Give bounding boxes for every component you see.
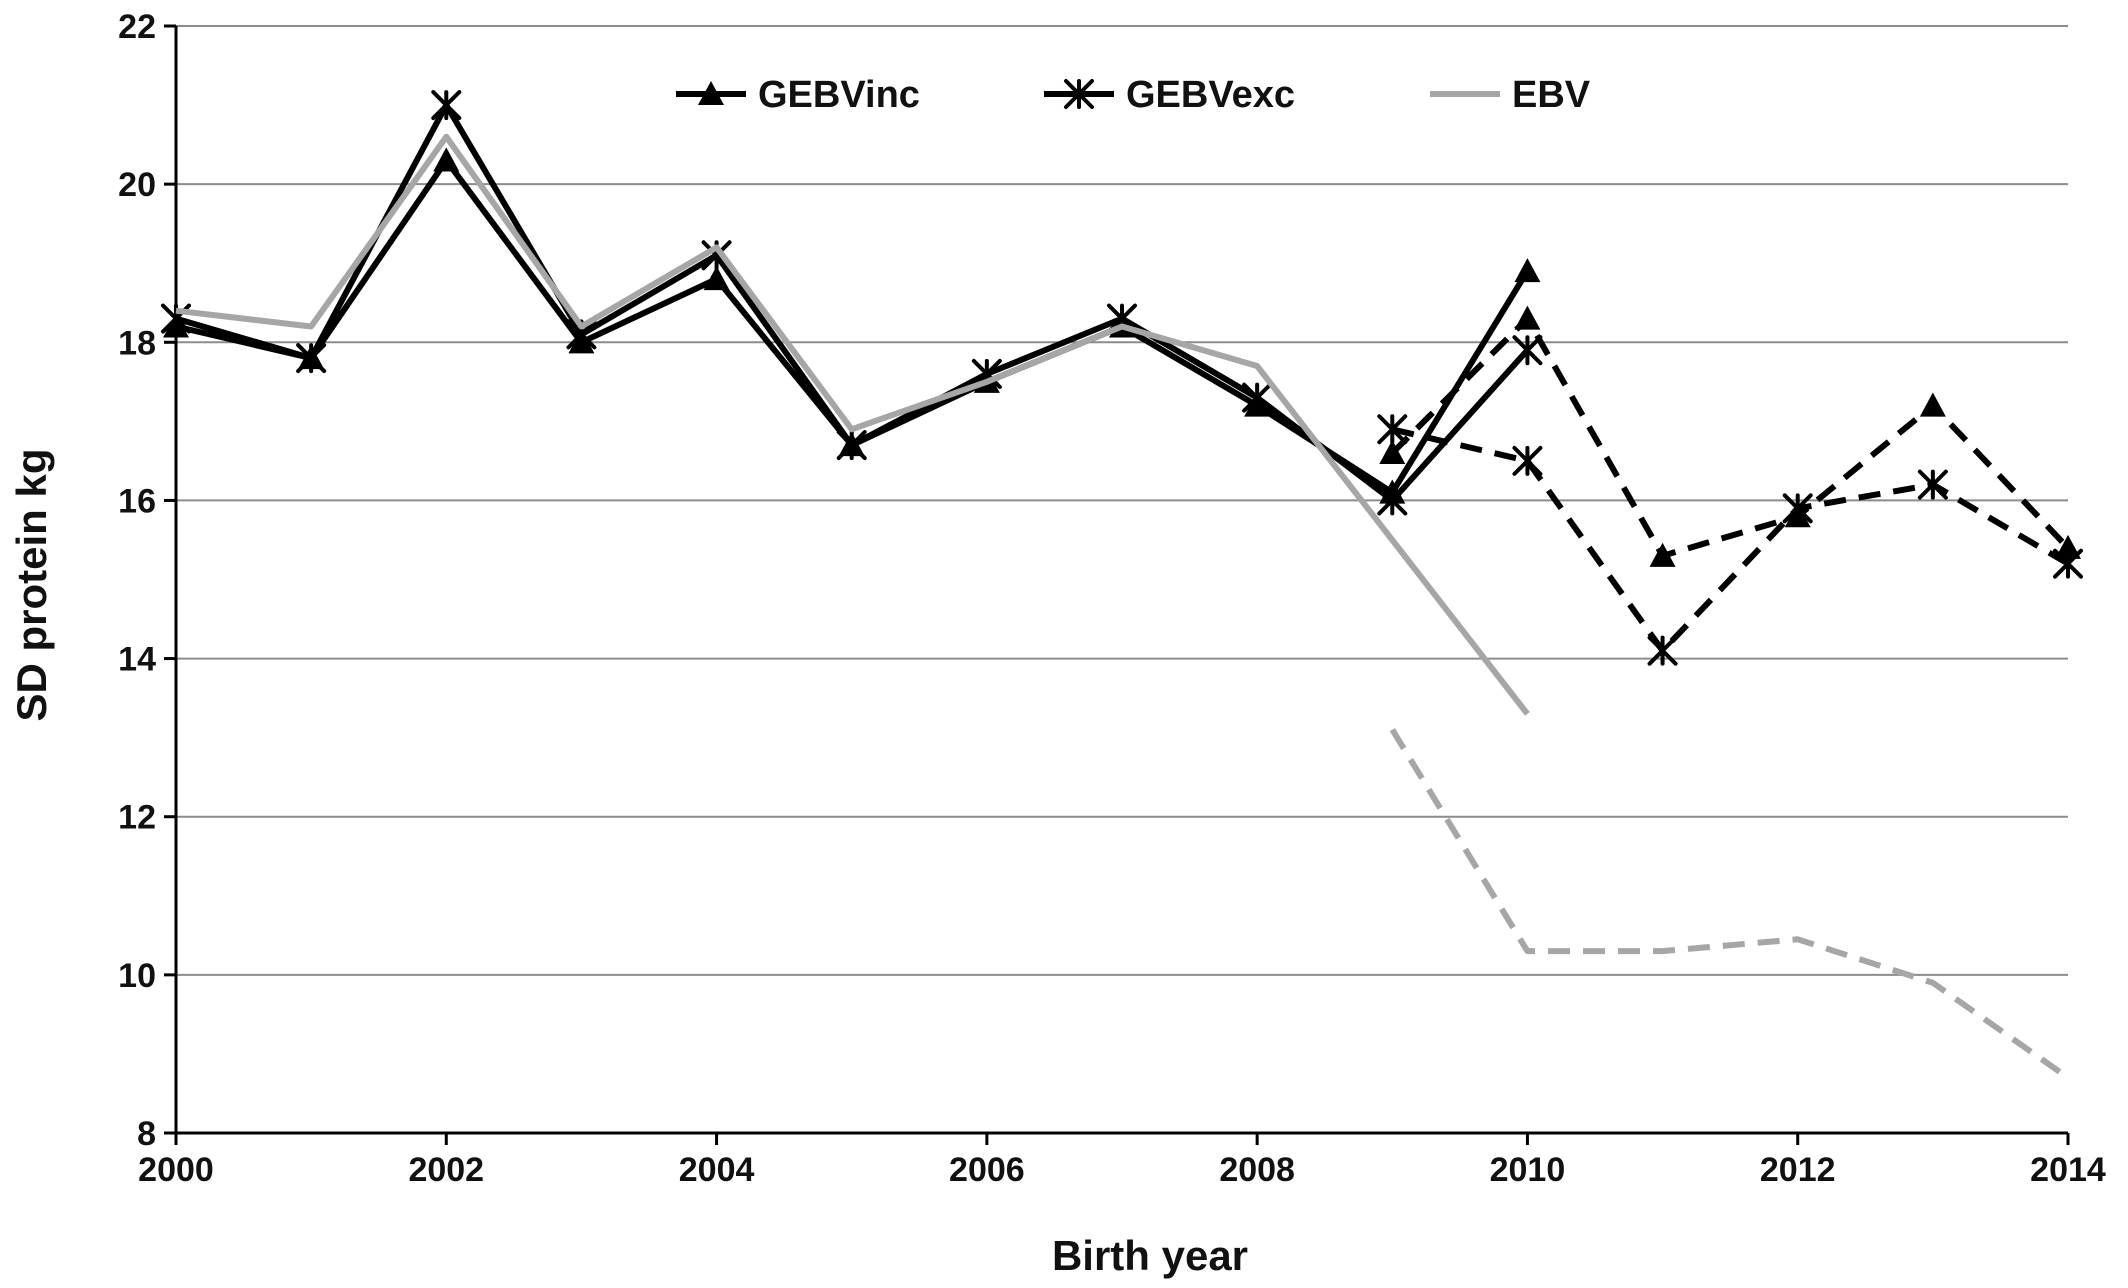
star-marker (296, 343, 327, 374)
star-marker (1647, 635, 1678, 666)
x-tick-label: 2014 (2030, 1151, 2106, 1189)
series-gebvexc-dashed (1377, 414, 2083, 666)
legend-item-gebvinc: GEBVinc (676, 74, 920, 116)
star-marker (1917, 469, 1948, 500)
triangle-marker (2055, 534, 2081, 559)
x-tick-label: 2004 (679, 1151, 755, 1189)
star-marker (1242, 382, 1273, 413)
star-marker (1512, 335, 1543, 366)
legend-label: GEBVinc (758, 74, 920, 116)
y-tick-label: 16 (118, 482, 156, 520)
y-tick-label: 8 (137, 1115, 156, 1153)
star-marker (1377, 485, 1408, 516)
star-marker (1782, 493, 1813, 524)
x-axis-title: Birth year (1052, 1232, 1248, 1279)
x-tick-label: 2000 (138, 1151, 214, 1189)
series-ebv-solid (175, 133, 1530, 716)
series-line (1391, 426, 2070, 654)
legend: GEBVinc GEBVexc EBV (676, 74, 1591, 116)
gridlines (176, 25, 2068, 976)
star-marker (2053, 548, 2083, 579)
triangle-marker (433, 147, 460, 172)
axes (164, 24, 2070, 1145)
x-tick-label: 2010 (1490, 1151, 1566, 1189)
tick-labels: 8 10 12 14 16 18 20 22 2000 2002 2004 2006 2008 2010 2… (118, 8, 2106, 1189)
y-tick-label: 14 (118, 641, 156, 679)
star-marker (1064, 79, 1094, 109)
series-layer (161, 90, 2083, 1081)
triangle-marker (1379, 439, 1406, 465)
series-ebv-dashed (1389, 728, 2070, 1081)
triangle-marker (1514, 258, 1541, 283)
y-tick-label: 22 (118, 8, 156, 46)
star-marker (1377, 414, 1408, 445)
y-tick-label: 10 (118, 957, 156, 995)
legend-label: EBV (1512, 74, 1591, 116)
triangle-marker (703, 266, 730, 291)
series-line (175, 133, 1530, 716)
triangle-marker (1514, 305, 1541, 330)
x-tick-label: 2012 (1760, 1151, 1836, 1189)
x-tick-label: 2008 (1219, 1151, 1295, 1189)
series-line (1390, 315, 2071, 559)
x-tick-label: 2002 (408, 1151, 484, 1189)
legend-item-ebv: EBV (1430, 74, 1591, 116)
triangle-marker (698, 81, 724, 106)
triangle-marker (1649, 542, 1676, 567)
legend-item-gebvexc: GEBVexc (1044, 74, 1295, 116)
triangle-marker (1919, 392, 1946, 417)
legend-label: GEBVexc (1126, 74, 1295, 116)
star-marker (836, 430, 867, 461)
series-gebvexc-solid (161, 90, 1543, 516)
x-tick-label: 2006 (949, 1151, 1025, 1189)
y-tick-label: 20 (118, 166, 156, 204)
y-tick-label: 12 (118, 799, 156, 837)
star-marker (1512, 445, 1543, 476)
y-tick-label: 18 (118, 324, 156, 362)
star-marker (431, 90, 462, 121)
series-line (1389, 728, 2070, 1081)
y-axis-title: SD protein kg (8, 448, 55, 721)
